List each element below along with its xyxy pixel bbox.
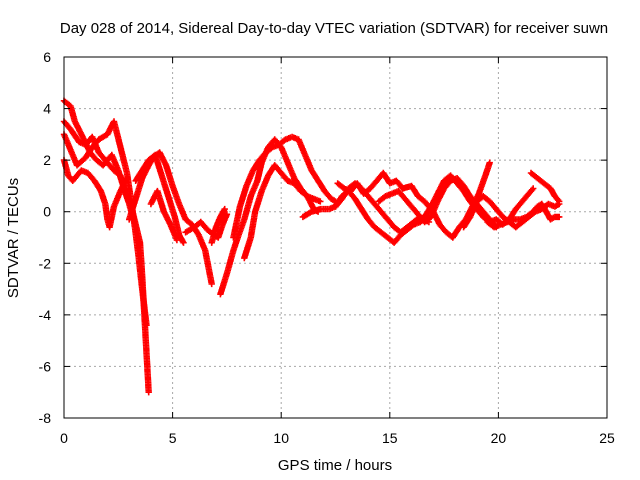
grid-lines (64, 57, 607, 418)
y-tick-label: 4 (43, 101, 51, 117)
data-point-marker (221, 205, 228, 213)
series-track-20 (527, 169, 563, 205)
series-track-19 (484, 200, 563, 231)
data-point-marker (554, 196, 562, 204)
data-point-marker (143, 322, 150, 329)
y-tick-label: -6 (39, 358, 52, 374)
data-point-marker (556, 198, 563, 205)
data-point-marker (317, 198, 324, 205)
y-axis-label: SDTVAR / TECUs (5, 178, 22, 298)
series-track-15 (334, 159, 493, 241)
data-point-marker (180, 239, 187, 246)
y-tick-label: 2 (43, 152, 51, 168)
x-tick-label: 5 (169, 430, 177, 446)
data-point-marker (123, 175, 131, 182)
series-track-9 (208, 205, 228, 246)
x-tick-label: 0 (60, 430, 68, 446)
series-track-4 (60, 156, 131, 231)
y-tick-label: 6 (43, 49, 51, 65)
chart-title: Day 028 of 2014, Sidereal Day-to-day VTE… (60, 20, 608, 37)
series-track-6 (132, 151, 187, 246)
y-tick-label: -4 (39, 307, 52, 323)
data-point-marker (145, 389, 152, 396)
series-track-7 (147, 187, 181, 244)
y-tick-label: -8 (39, 410, 52, 426)
data-point-marker (208, 280, 215, 288)
data-point-marker (528, 186, 536, 193)
series-track-12 (241, 162, 324, 262)
y-tick-label: -2 (39, 255, 52, 271)
y-tick-label: 0 (43, 204, 51, 220)
data-point-marker (486, 159, 493, 166)
data-point-marker (173, 236, 181, 244)
data-marks (60, 97, 563, 396)
data-point-marker (556, 213, 563, 221)
data-point-marker (530, 185, 537, 192)
x-axis-ticks: 0 5 10 15 20 25 (60, 57, 615, 446)
x-tick-label: 10 (273, 430, 289, 446)
x-tick-label: 25 (599, 430, 615, 446)
plot-frame (63, 56, 608, 419)
x-axis-label: GPS time / hours (278, 457, 392, 474)
x-tick-label: 15 (382, 430, 398, 446)
x-tick-label: 20 (491, 430, 507, 446)
y-axis-ticks: -8 -6 -4 -2 0 2 4 6 (39, 49, 607, 426)
series-track-11 (230, 133, 339, 241)
